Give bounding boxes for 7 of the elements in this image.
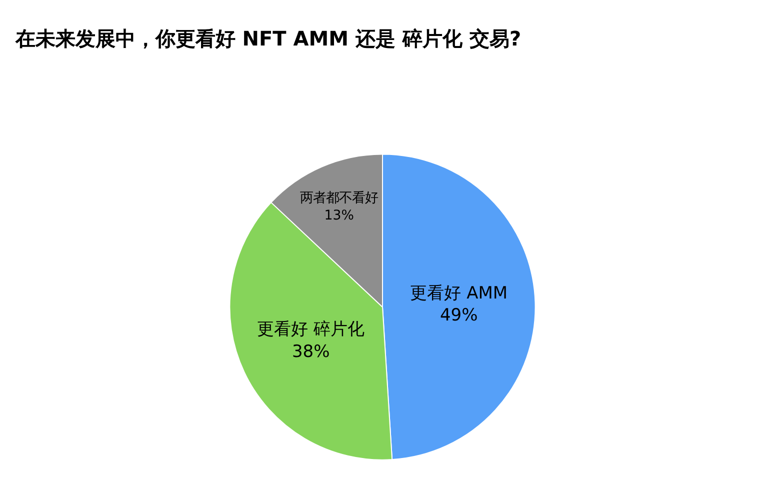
slice-label: 更看好 碎片化 xyxy=(257,320,365,340)
data-label: 38% xyxy=(292,342,330,362)
data-label: 13% xyxy=(324,208,354,224)
chart-title: 在未来发展中，你更看好 NFT AMM 还是 碎片化 交易? xyxy=(14,26,522,51)
slice-label: 更看好 AMM xyxy=(410,284,508,304)
slice-label: 两者都不看好 xyxy=(300,190,378,206)
data-label: 49% xyxy=(440,306,478,326)
